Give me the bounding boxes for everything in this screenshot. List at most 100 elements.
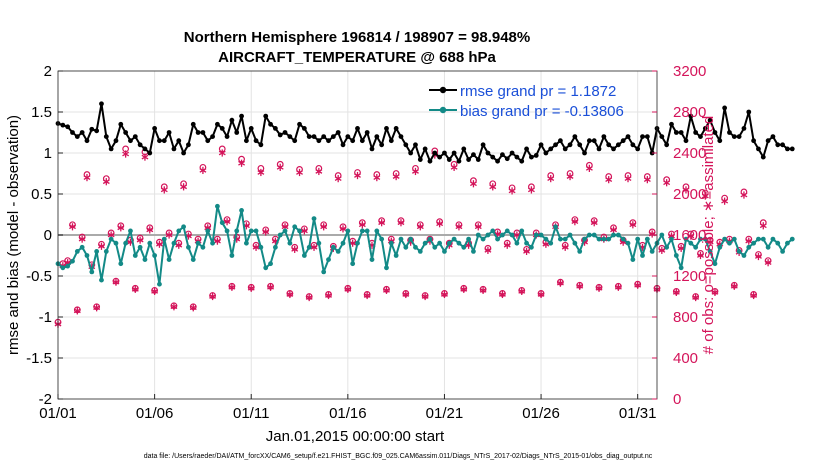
y-right-tick-label-1: 400 — [673, 350, 698, 367]
rmse-point-5 — [79, 130, 85, 135]
rmse-point-118 — [625, 134, 631, 140]
asterisk-stroke-2 — [213, 238, 221, 244]
bias-point-19 — [147, 240, 153, 246]
legend-rmse-label: rmse grand pr = 1.1872 — [460, 83, 616, 100]
asterisk-stroke-2 — [566, 174, 574, 179]
rmse-point-96 — [519, 158, 525, 164]
y-right-tick-label-3: 1200 — [673, 268, 706, 285]
obs-assimilated-point-4 — [73, 307, 81, 315]
asterisk-stroke-2 — [160, 187, 168, 193]
bias-point-68 — [384, 265, 389, 271]
bias-point-78 — [432, 244, 438, 250]
bias-point-44 — [268, 261, 273, 267]
y-axis-left: -2 -1.5 -1 -0.5 0 0.5 1 1.5 2 — [26, 63, 63, 408]
rmse-point-66 — [374, 134, 380, 140]
asterisk-stroke-2 — [460, 286, 468, 292]
bias-point-80 — [442, 249, 447, 254]
rmse-point-139 — [727, 130, 732, 135]
bias-point-95 — [514, 240, 520, 246]
rmse-point-122 — [644, 134, 650, 140]
obs-assimilated-point-71 — [397, 219, 405, 227]
bias-point-151 — [785, 240, 790, 246]
obs-assimilated-point-58 — [334, 175, 342, 183]
rmse-point-54 — [316, 138, 322, 144]
bias-point-113 — [601, 236, 607, 242]
bias-point-85 — [466, 236, 472, 242]
asterisk-stroke-2 — [697, 253, 704, 258]
bias-point-25 — [176, 228, 182, 234]
rmse-point-19 — [147, 150, 153, 156]
obs-assimilated-point-20 — [151, 287, 159, 295]
asterisk-stroke-2 — [165, 232, 173, 238]
rmse-point-3 — [70, 130, 75, 135]
bias-point-14 — [123, 240, 129, 246]
rmse-point-62 — [355, 125, 360, 131]
asterisk-stroke-2 — [189, 305, 197, 311]
asterisk-stroke-2 — [73, 308, 81, 314]
asterisk-stroke-2 — [677, 245, 685, 251]
bias-point-135 — [707, 249, 713, 254]
asterisk-stroke-2 — [513, 232, 521, 238]
asterisk-stroke-2 — [610, 227, 617, 233]
x-axis-label: Jan.01,2015 00:00:00 start — [266, 428, 445, 445]
x-tick-label-0: 01/01 — [39, 405, 77, 422]
bias-point-115 — [611, 232, 616, 238]
rmse-point-67 — [379, 142, 385, 148]
bias-point-20 — [152, 253, 158, 258]
bias-point-71 — [398, 236, 404, 242]
y-left-tick-label-4: 0 — [44, 227, 52, 244]
asterisk-stroke-2 — [527, 187, 535, 193]
asterisk-stroke-2 — [373, 175, 381, 180]
bias-point-16 — [132, 253, 138, 258]
asterisk-stroke-2 — [238, 160, 246, 166]
rmse-point-102 — [548, 146, 554, 152]
y-left-tick-label-3: -0.5 — [26, 268, 52, 285]
rmse-point-117 — [620, 138, 626, 144]
asterisk-stroke-2 — [397, 220, 405, 226]
bias-point-144 — [751, 240, 757, 246]
rmse-point-75 — [417, 157, 423, 162]
y-right-tick-label-5: 2000 — [673, 186, 706, 203]
bias-point-32 — [210, 240, 215, 246]
rmse-point-42 — [258, 142, 264, 148]
bias-point-126 — [664, 244, 670, 250]
rmse-point-149 — [775, 142, 781, 148]
bias-point-10 — [103, 249, 109, 254]
bias-point-86 — [471, 249, 476, 254]
rmse-point-131 — [688, 113, 694, 119]
obs-assimilated-point-147 — [764, 259, 772, 267]
obs-assimilated-point-33 — [213, 237, 221, 245]
bias-point-36 — [229, 253, 235, 258]
rmse-point-13 — [118, 121, 124, 127]
bias-point-61 — [350, 261, 356, 267]
asterisk-stroke-2 — [325, 293, 332, 298]
rmse-point-11 — [108, 146, 114, 152]
bias-point-15 — [128, 228, 133, 234]
y-left-tick-label-7: 1.5 — [31, 104, 52, 121]
asterisk-stroke-2 — [740, 192, 748, 198]
asterisk-stroke-2 — [107, 232, 115, 238]
obs-assimilated-point-8 — [93, 304, 101, 312]
obs-assimilated-point-70 — [392, 172, 400, 181]
obs-assimilated-point-96 — [518, 287, 526, 295]
rmse-point-88 — [480, 142, 486, 148]
obs-assimilated-point-22 — [160, 186, 168, 194]
bias-point-35 — [224, 228, 230, 234]
rmse-point-109 — [582, 150, 587, 156]
rmse-point-80 — [442, 150, 447, 156]
obs-assimilated-point-14 — [122, 150, 130, 158]
bias-point-101 — [543, 236, 549, 242]
asterisk-stroke-2 — [759, 223, 767, 229]
rmse-point-50 — [297, 121, 302, 127]
asterisk-stroke-2 — [730, 283, 738, 289]
bias-point-8 — [94, 249, 100, 254]
asterisk-stroke-2 — [180, 184, 188, 190]
obs-assimilated-point-111 — [590, 219, 598, 227]
asterisk-stroke-2 — [339, 226, 347, 232]
asterisk-stroke-2 — [648, 231, 656, 237]
rmse-point-95 — [514, 154, 520, 160]
bias-point-131 — [688, 240, 694, 246]
x-tick-label-3: 01/16 — [329, 405, 367, 422]
y-right-tick-label-0: 0 — [673, 391, 681, 408]
